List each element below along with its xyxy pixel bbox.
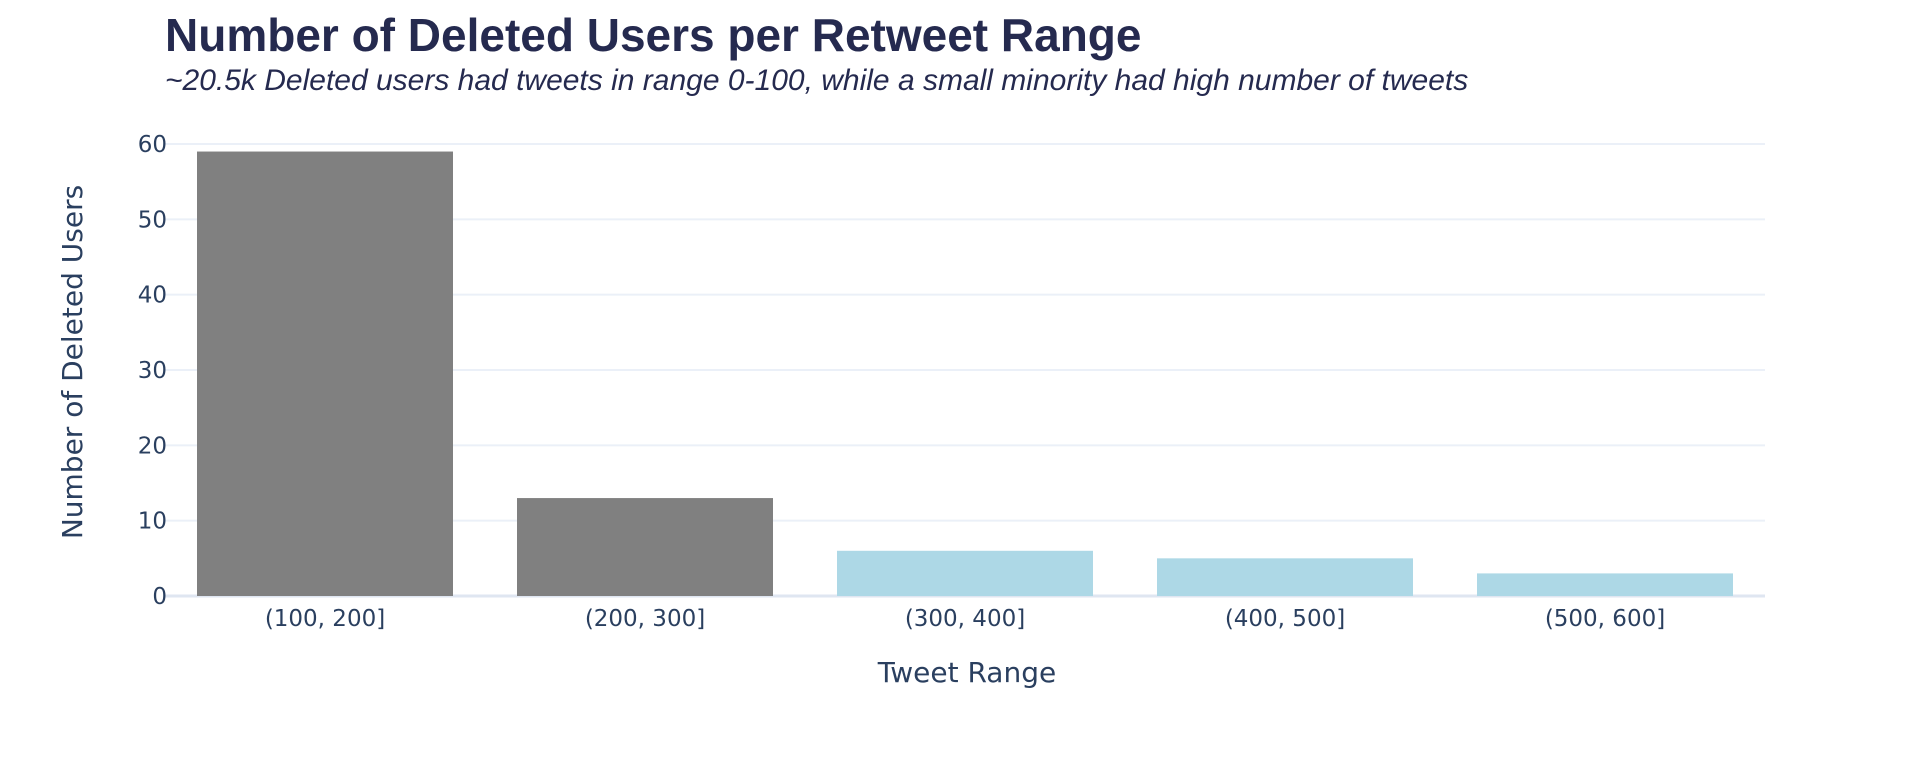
y-tick-label: 30 — [138, 358, 167, 384]
chart-title: Number of Deleted Users per Retweet Rang… — [165, 9, 1142, 61]
y-tick-label: 10 — [138, 509, 167, 535]
x-tick-label: (500, 600] — [1545, 606, 1665, 632]
bar[interactable] — [837, 550, 1093, 596]
bar[interactable] — [197, 151, 453, 597]
bar[interactable] — [1477, 573, 1733, 596]
x-axis-title: Tweet Range — [877, 656, 1056, 689]
bar[interactable] — [1157, 558, 1413, 596]
bar[interactable] — [517, 498, 773, 596]
bars — [197, 151, 1733, 597]
x-tick-label: (100, 200] — [265, 606, 385, 632]
chart-subtitle: ~20.5k Deleted users had tweets in range… — [165, 64, 1469, 97]
x-tick-label: (300, 400] — [905, 606, 1025, 632]
x-axis-ticks: (100, 200] (200, 300] (300, 400] (400, 500]… — [265, 606, 1665, 632]
y-axis-title: Number of Deleted Users — [56, 185, 89, 539]
y-tick-label: 40 — [138, 283, 167, 309]
x-tick-label: (200, 300] — [585, 606, 705, 632]
y-tick-label: 20 — [138, 433, 167, 459]
x-tick-label: (400, 500] — [1225, 606, 1345, 632]
y-tick-label: 60 — [138, 132, 167, 158]
y-tick-label: 50 — [138, 207, 167, 233]
y-tick-label: 0 — [152, 584, 167, 610]
y-axis-ticks: 0 10 20 30 40 50 60 — [138, 132, 167, 610]
